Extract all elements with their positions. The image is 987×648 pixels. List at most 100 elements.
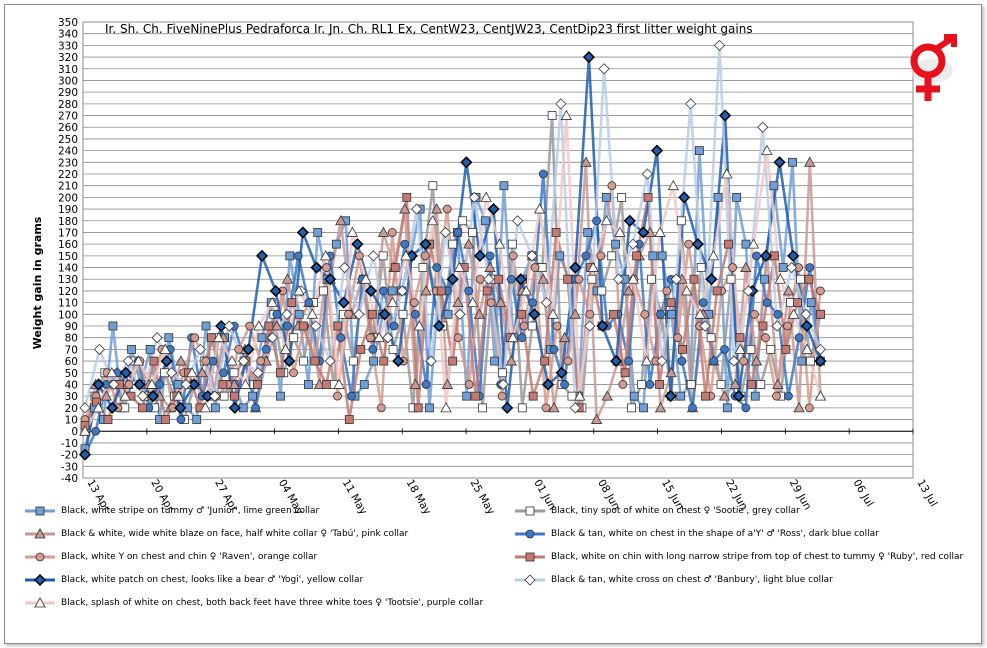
y-tick-label: 320	[58, 52, 78, 64]
data-point-s8-48	[721, 168, 733, 179]
legend: Black, white stripe on tummy ♂ 'Junior',…	[25, 505, 975, 635]
y-tick-label: 20	[65, 403, 78, 415]
data-point-s0-75	[778, 263, 788, 272]
data-point-s8-55	[814, 390, 827, 401]
data-point-s2-46	[569, 308, 581, 319]
data-point-s1-68	[756, 380, 766, 389]
data-point-s5-56	[724, 239, 733, 249]
data-point-s0-19	[257, 333, 267, 343]
data-point-s0-18	[248, 391, 257, 401]
data-point-s4-60	[739, 356, 748, 366]
data-point-s4-27	[376, 403, 386, 413]
data-point-s4-16	[256, 356, 266, 366]
data-point-s8-47	[707, 250, 720, 261]
y-tick-label: 290	[58, 87, 78, 99]
data-point-s8-34	[533, 203, 546, 214]
legend-swatch	[25, 552, 55, 562]
data-point-s3-9	[176, 415, 186, 424]
data-point-s3-41	[517, 333, 527, 343]
data-point-s3-13	[219, 368, 228, 378]
data-point-s3-38	[485, 251, 495, 261]
y-tick-label: 60	[65, 356, 78, 368]
data-point-s4-10	[190, 333, 200, 343]
data-point-s3-51	[624, 356, 633, 366]
data-point-s7-0	[79, 402, 91, 414]
data-point-s3-35	[453, 228, 463, 237]
data-point-s2-37	[473, 308, 486, 319]
data-point-s1-51	[587, 274, 597, 284]
data-point-s6-41	[637, 226, 650, 239]
data-point-s5-23	[344, 415, 354, 424]
data-point-s5-34	[471, 391, 481, 401]
data-point-s4-66	[805, 403, 814, 413]
data-point-s4-42	[541, 403, 551, 413]
data-point-s3-1	[91, 426, 101, 436]
data-point-s3-45	[560, 380, 570, 389]
data-point-s3-53	[645, 380, 655, 389]
data-point-s0-57	[611, 239, 621, 249]
data-point-s7-28	[483, 273, 495, 285]
data-point-s6-14	[269, 284, 282, 297]
data-point-s8-7	[172, 390, 185, 401]
data-point-s0-61	[648, 251, 658, 261]
y-tick-label: 210	[58, 181, 78, 193]
data-point-s3-40	[506, 274, 516, 284]
data-point-s8-25	[413, 320, 425, 331]
data-point-s1-32	[398, 309, 408, 319]
data-point-s4-45	[574, 274, 584, 284]
data-point-s8-45	[681, 285, 693, 296]
data-point-s6-42	[650, 144, 664, 157]
data-point-s7-14	[281, 308, 293, 320]
data-point-s3-54	[656, 309, 665, 319]
data-point-s1-27	[348, 356, 358, 366]
data-point-s6-22	[378, 308, 391, 321]
data-point-s4-35	[464, 380, 474, 389]
y-tick-label: -40	[61, 473, 78, 485]
data-point-s1-42	[498, 368, 507, 378]
data-point-s8-20	[346, 226, 359, 237]
data-point-s8-23	[386, 296, 399, 308]
data-point-s7-40	[656, 355, 668, 367]
y-tick-label: 40	[65, 379, 78, 391]
y-tick-label: 340	[58, 29, 78, 41]
logo-icon	[910, 34, 957, 101]
data-point-s0-22	[285, 251, 295, 261]
data-point-s5-59	[758, 321, 768, 331]
data-point-s3-64	[762, 298, 772, 308]
data-point-s4-49	[618, 380, 628, 389]
data-point-s4-48	[607, 181, 617, 191]
data-point-s3-66	[784, 391, 793, 401]
data-point-s1-39	[468, 228, 477, 237]
data-point-s0-64	[676, 391, 686, 401]
y-tick-label: 80	[65, 333, 78, 345]
data-point-s5-7	[161, 415, 170, 424]
data-point-s6-20	[351, 238, 364, 251]
data-point-s8-3	[119, 390, 131, 401]
data-point-s1-67	[746, 344, 756, 354]
data-point-s4-19	[289, 368, 298, 378]
data-point-s2-55	[665, 366, 677, 378]
legend-label: Black, tiny spot of white on chest ♀ 'So…	[551, 506, 800, 516]
legend-item-6: Black, white patch on chest, looks like …	[25, 574, 363, 586]
data-point-s5-53	[689, 274, 699, 284]
data-point-s4-47	[596, 251, 606, 261]
data-point-s5-25	[367, 309, 377, 319]
data-point-s0-60	[639, 403, 648, 413]
data-point-s2-32	[420, 285, 432, 296]
data-point-s1-60	[676, 216, 686, 226]
data-point-s4-15	[245, 321, 255, 331]
data-point-s6-54	[814, 355, 827, 368]
data-point-s1-44	[517, 403, 527, 413]
data-point-s8-2	[106, 366, 118, 378]
y-tick-label: 180	[58, 216, 78, 228]
data-point-s3-62	[741, 403, 751, 413]
data-point-s3-30	[400, 239, 410, 249]
data-point-s3-19	[283, 321, 292, 331]
data-point-s2-44	[548, 402, 560, 413]
data-point-s2-48	[590, 413, 603, 424]
data-point-s5-49	[643, 192, 653, 202]
data-point-s5-2	[103, 415, 113, 424]
legend-swatch	[515, 552, 545, 562]
data-point-s8-28	[453, 261, 466, 272]
data-point-s0-23	[294, 309, 304, 319]
